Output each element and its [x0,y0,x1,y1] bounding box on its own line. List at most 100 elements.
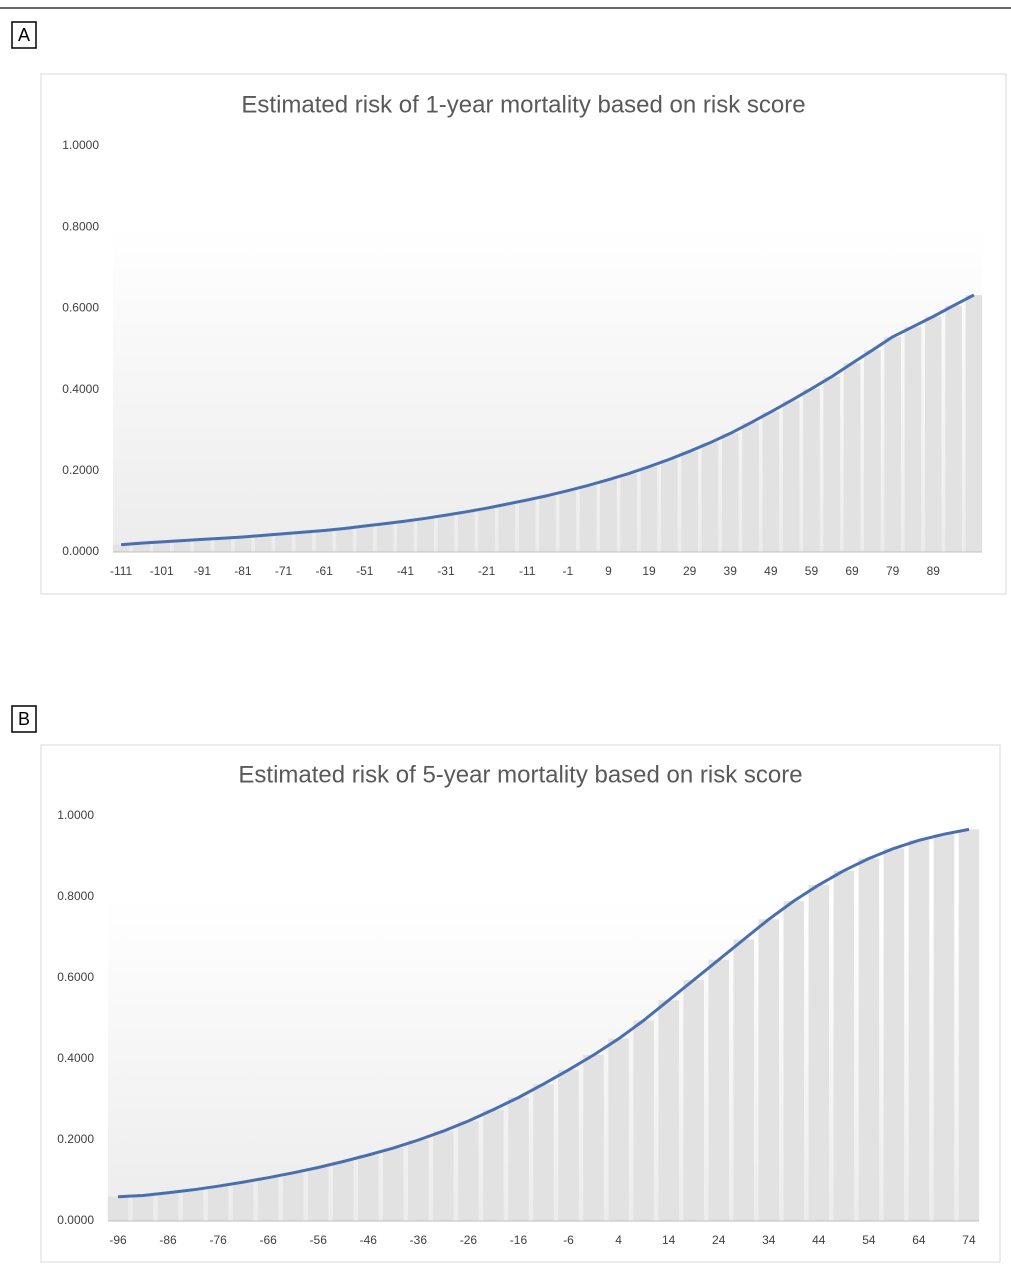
x-tick-label: 79 [886,564,900,578]
bar [833,870,855,1221]
bar [458,1120,479,1221]
y-tick-label: 0.2000 [62,463,99,477]
x-tick-label: 14 [662,1233,676,1247]
x-tick-label: 89 [927,564,941,578]
bar [583,1054,604,1221]
bar [132,1195,154,1221]
x-tick-label: 59 [805,564,819,578]
x-tick-label: -51 [356,564,374,578]
bar [559,490,577,552]
x-tick-label: -1 [562,564,573,578]
x-tick-label: 19 [642,564,656,578]
line [117,827,970,1199]
x-tick-label: 34 [762,1233,776,1247]
bar [157,1192,179,1221]
x-tick-label: -91 [194,564,212,578]
chart-title: Estimated risk of 1-year mortality based… [241,91,805,118]
bar [295,532,313,552]
bar [376,523,394,552]
bar [762,411,780,552]
x-tick-label: -96 [109,1233,127,1247]
y-tick-label: 1.0000 [57,808,94,822]
bar [153,541,171,552]
bar [383,1148,404,1221]
bar [508,1097,529,1221]
x-tick-label: 69 [845,564,859,578]
bar [965,295,983,552]
bar [808,884,830,1221]
bar [558,1069,579,1221]
bar [640,466,658,552]
bar [433,1131,454,1221]
x-tick-label: 54 [862,1233,876,1247]
x-tick-label: 4 [615,1233,622,1247]
x-tick-label: -66 [260,1233,278,1247]
x-tick-label: -6 [563,1233,574,1247]
line [120,293,975,547]
bar [182,1189,204,1221]
bar [408,1140,429,1221]
panel-label: A [18,25,30,45]
x-tick-label: -71 [275,564,293,578]
y-tick-label: 0.2000 [57,1132,94,1146]
bar [803,388,820,552]
bar [173,540,191,552]
bar [858,858,880,1221]
bar [483,1109,504,1221]
y-tick-label: 0.4000 [62,382,99,396]
panel-label: B [18,709,30,729]
y-tick-label: 0.6000 [57,970,94,984]
y-tick-label: 0.4000 [57,1051,94,1065]
bar [958,829,980,1221]
x-tick-label: -56 [310,1233,328,1247]
bar [758,919,780,1221]
chart-title: Estimated risk of 5-year mortality based… [238,761,802,788]
bar [234,536,252,552]
x-tick-label: -16 [510,1233,528,1247]
bar [478,508,495,552]
bar [683,980,704,1221]
x-tick-label: -36 [410,1233,428,1247]
bar [633,1020,654,1221]
panel-label-box [11,705,37,733]
bar [721,433,739,552]
x-tick-label: -46 [360,1233,378,1247]
bar [356,526,374,552]
x-tick-label: -41 [397,564,415,578]
y-tick-label: 0.0000 [62,544,99,558]
bar [924,316,942,552]
bar [437,515,455,552]
bar [207,1186,229,1221]
bar [307,1167,329,1221]
bar [275,533,292,552]
bar [358,1154,379,1221]
x-tick-label: -61 [315,564,333,578]
x-tick-label: -81 [234,564,252,578]
bar [232,1182,254,1221]
y-tick-label: 0.8000 [62,219,99,233]
bar [112,544,130,552]
bar [282,1172,304,1221]
bar [660,459,678,552]
x-tick-label: 64 [912,1233,926,1247]
x-tick-label: 39 [724,564,738,578]
bar [620,473,638,552]
bar [315,530,333,552]
bar [214,538,231,552]
bar [608,1038,629,1221]
bar [733,939,754,1221]
bar [933,834,955,1221]
bar [783,901,805,1221]
bar [600,479,617,552]
bar [658,1000,679,1221]
bar [823,376,841,552]
bar [782,400,800,552]
bar [257,1177,279,1221]
bar [333,1161,354,1221]
x-tick-label: 29 [683,564,697,578]
bar [133,543,150,552]
bar [533,1084,554,1221]
bar [579,485,597,552]
x-tick-label: -21 [478,564,496,578]
